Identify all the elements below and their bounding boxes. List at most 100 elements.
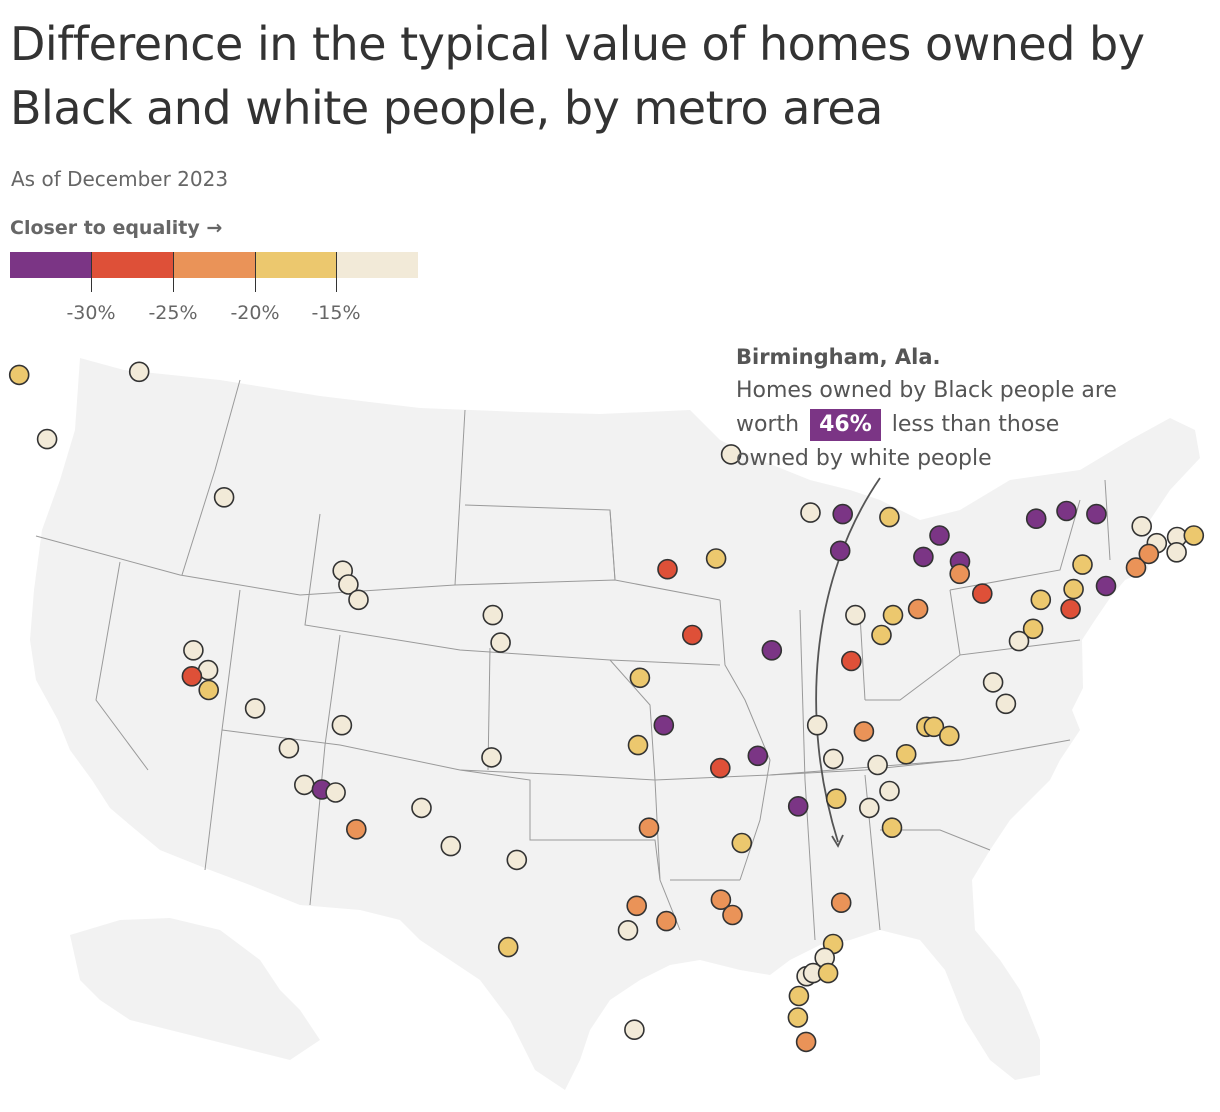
- metro-marker-sarasota[interactable]: [788, 985, 810, 1007]
- metro-marker-riverside[interactable]: [325, 782, 346, 803]
- metro-marker-hartford[interactable]: [1138, 543, 1160, 565]
- metro-marker-cape-coral[interactable]: [787, 1007, 809, 1028]
- metro-marker-bakersfield[interactable]: [278, 737, 300, 759]
- metro-marker-allentown[interactable]: [1063, 578, 1084, 600]
- metro-marker-las-vegas[interactable]: [331, 714, 353, 736]
- metro-marker-wichita[interactable]: [629, 667, 651, 689]
- color-legend: [10, 252, 418, 278]
- state-border: [35, 535, 721, 601]
- metro-marker-syracuse[interactable]: [1086, 503, 1107, 525]
- metro-marker-salt-lake-city[interactable]: [338, 574, 359, 595]
- metro-marker-des-moines[interactable]: [705, 548, 727, 569]
- state-border: [859, 614, 866, 701]
- metro-marker-boise[interactable]: [213, 486, 235, 508]
- metro-marker-miami[interactable]: [795, 1031, 817, 1053]
- metro-marker-grand-rapids[interactable]: [879, 506, 900, 528]
- metro-marker-richmond[interactable]: [982, 672, 1004, 693]
- metro-marker-columbus[interactable]: [907, 598, 929, 620]
- metro-marker-pittsburgh[interactable]: [971, 583, 993, 604]
- metro-marker-phoenix[interactable]: [411, 797, 432, 819]
- metro-marker-el-paso[interactable]: [506, 849, 528, 871]
- metro-marker-tucson[interactable]: [440, 835, 462, 857]
- metro-marker-virginia-beach[interactable]: [995, 693, 1017, 715]
- metro-marker-providence[interactable]: [1166, 541, 1187, 563]
- metro-marker-austin[interactable]: [626, 895, 648, 917]
- metro-marker-raleigh[interactable]: [938, 725, 960, 747]
- metro-marker-baton-rouge[interactable]: [710, 889, 732, 911]
- metro-marker-scranton[interactable]: [1072, 554, 1093, 575]
- metro-marker-buffalo[interactable]: [1025, 508, 1047, 530]
- metro-marker-rochester[interactable]: [1056, 500, 1077, 522]
- metro-marker-tulsa[interactable]: [653, 714, 675, 736]
- metro-marker-birmingham[interactable]: [787, 795, 809, 817]
- metro-marker-san-francisco[interactable]: [181, 665, 203, 687]
- metro-marker-colorado-springs[interactable]: [490, 632, 511, 653]
- metro-marker-charleston[interactable]: [881, 817, 903, 839]
- metro-marker-dallas[interactable]: [638, 817, 660, 839]
- state-border: [719, 599, 771, 881]
- metro-marker-columbia[interactable]: [879, 780, 900, 802]
- metro-marker-philadelphia[interactable]: [1060, 598, 1081, 620]
- metro-marker-fresno[interactable]: [244, 698, 266, 719]
- metro-marker-charlotte[interactable]: [895, 743, 917, 765]
- metro-marker-new-york[interactable]: [1095, 575, 1117, 597]
- metro-marker-greenville[interactable]: [867, 754, 888, 776]
- legend-swatch-3: [173, 252, 255, 278]
- metro-marker-chicago[interactable]: [829, 540, 851, 562]
- annotation-prefix: worth: [736, 412, 800, 437]
- metro-marker-san-jose[interactable]: [198, 679, 219, 701]
- metro-marker-louisville[interactable]: [840, 650, 862, 672]
- metro-marker-sacramento[interactable]: [183, 639, 204, 661]
- metro-marker-knoxville[interactable]: [853, 721, 875, 742]
- metro-marker-st-louis[interactable]: [761, 639, 783, 661]
- metro-marker-palm-bay[interactable]: [817, 962, 839, 984]
- annotation-line-3: owned by white people: [736, 446, 992, 471]
- metro-marker-cincinnati[interactable]: [871, 624, 892, 646]
- state-border: [181, 379, 241, 576]
- metro-marker-provo[interactable]: [348, 589, 369, 611]
- metro-marker-san-antonio[interactable]: [617, 919, 639, 941]
- metro-marker-milwaukee[interactable]: [832, 503, 854, 525]
- metro-marker-portland[interactable]: [36, 428, 58, 450]
- metro-marker-chattanooga[interactable]: [822, 748, 844, 770]
- metro-marker-dayton[interactable]: [882, 604, 904, 626]
- metro-marker-jacksonville[interactable]: [830, 892, 852, 914]
- annotation-suffix: less than those: [891, 412, 1060, 437]
- metro-marker-denver[interactable]: [482, 604, 504, 626]
- metro-marker-oklahoma-city[interactable]: [627, 734, 649, 756]
- metro-marker-albany[interactable]: [1131, 515, 1152, 537]
- state-border: [221, 729, 1071, 781]
- metro-marker-nashville[interactable]: [806, 714, 828, 736]
- metro-marker-spokane[interactable]: [128, 361, 150, 383]
- metro-marker-jackson[interactable]: [731, 832, 753, 854]
- metro-marker-boston[interactable]: [1183, 525, 1205, 546]
- metro-marker-minneapolis[interactable]: [720, 444, 742, 465]
- metro-marker-new-orleans[interactable]: [722, 904, 743, 926]
- metro-marker-honolulu[interactable]: [497, 936, 519, 958]
- metro-marker-baltimore[interactable]: [1022, 618, 1044, 640]
- metro-marker-greensboro[interactable]: [923, 716, 945, 738]
- metro-marker-madison[interactable]: [800, 502, 821, 523]
- metro-marker-detroit[interactable]: [929, 525, 950, 546]
- metro-marker-little-rock[interactable]: [709, 757, 731, 779]
- metro-marker-new-haven[interactable]: [1125, 557, 1147, 578]
- metro-marker-mcallen[interactable]: [624, 1019, 645, 1040]
- metro-marker-washington[interactable]: [1008, 630, 1030, 652]
- metro-marker-houston[interactable]: [656, 910, 677, 932]
- state-border: [949, 589, 1081, 656]
- metro-marker-albuquerque[interactable]: [481, 747, 502, 768]
- metro-marker-oxnard[interactable]: [293, 774, 315, 796]
- metro-marker-seattle[interactable]: [8, 364, 30, 386]
- metro-marker-augusta[interactable]: [858, 797, 880, 819]
- metro-marker-kansas-city[interactable]: [681, 624, 703, 646]
- metro-marker-toledo[interactable]: [913, 546, 934, 568]
- metro-marker-harrisburg[interactable]: [1030, 589, 1052, 611]
- metro-marker-omaha[interactable]: [657, 558, 678, 580]
- metro-marker-akron[interactable]: [949, 563, 971, 585]
- legend-tick-label: -20%: [230, 302, 280, 324]
- state-border: [454, 409, 466, 586]
- metro-marker-indianapolis[interactable]: [845, 604, 866, 626]
- metro-marker-san-diego[interactable]: [345, 818, 367, 840]
- metro-marker-memphis[interactable]: [747, 745, 769, 767]
- metro-marker-atlanta[interactable]: [825, 788, 847, 810]
